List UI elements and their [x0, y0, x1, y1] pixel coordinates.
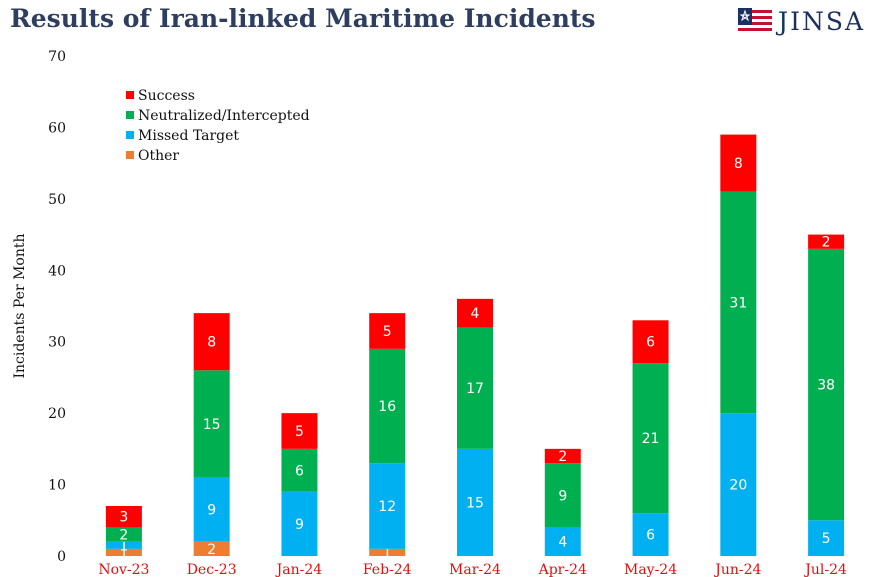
x-tick-label: Dec-23 [187, 562, 237, 577]
data-label: 1 [119, 538, 128, 554]
bar-segment [457, 298, 493, 328]
bar-segment [632, 320, 669, 364]
x-tick-label: Feb-24 [363, 562, 412, 577]
data-label: 6 [646, 335, 655, 351]
x-tick-label: Apr-24 [538, 562, 587, 577]
bar-segment [281, 491, 318, 556]
legend-swatch [126, 91, 134, 99]
legend-swatch [126, 131, 134, 139]
x-tick-label: Jun-24 [713, 562, 761, 577]
bar-segment [105, 506, 142, 528]
x-tick-label: May-24 [624, 562, 677, 577]
page-title: Results of Iran-linked Maritime Incident… [10, 4, 596, 33]
legend-label: Neutralized/Intercepted [138, 108, 310, 124]
bar-segment [632, 363, 669, 514]
data-label: 2 [822, 235, 831, 251]
data-label: 2 [119, 528, 128, 544]
bar-segment [720, 134, 757, 192]
y-tick-label: 70 [48, 49, 66, 65]
data-label: 4 [558, 535, 567, 551]
bar-segment [544, 448, 581, 464]
bar-segment [105, 541, 142, 549]
bar-segment [720, 413, 757, 556]
data-label: 21 [642, 431, 660, 447]
bar-segment [369, 463, 406, 549]
bar-segment [808, 248, 845, 521]
x-tick-label: Nov-23 [98, 562, 149, 577]
x-tick-label: Jan-24 [275, 562, 323, 577]
legend-swatch [126, 151, 134, 159]
legend-label: Other [138, 148, 179, 164]
bar-segment [105, 548, 142, 556]
data-label: 12 [378, 499, 396, 515]
legend-swatch [126, 111, 134, 119]
data-label: 8 [734, 156, 743, 172]
y-tick-label: 30 [48, 335, 66, 351]
y-tick-label: 0 [57, 549, 66, 565]
bar-segment [193, 370, 230, 478]
data-label: 4 [471, 306, 480, 322]
bar-segment [369, 548, 406, 556]
data-label: 1 [119, 545, 128, 561]
bar-segment [281, 448, 318, 492]
data-label: 3 [119, 510, 128, 526]
y-tick-label: 60 [48, 120, 66, 136]
data-label: 9 [558, 488, 567, 504]
bar-segment [369, 348, 406, 464]
bar-segment [457, 448, 493, 556]
data-label: 15 [466, 495, 484, 511]
bar-segment [105, 527, 142, 542]
data-label: 9 [295, 517, 304, 533]
bar-segment [281, 413, 318, 449]
data-label: 20 [729, 478, 747, 494]
y-tick-label: 50 [48, 192, 66, 208]
data-label: 6 [295, 463, 304, 479]
data-label: 5 [383, 324, 392, 340]
flag-star-icon [738, 8, 773, 34]
bar-segment [369, 313, 406, 349]
bar-segment [632, 513, 669, 556]
data-label: 2 [558, 449, 567, 465]
bar-segment [720, 191, 757, 414]
data-label: 8 [207, 335, 216, 351]
bar-segment [193, 541, 230, 556]
bar-segment [544, 527, 581, 556]
y-axis-title: Incidents Per Month [12, 233, 28, 378]
bar-segment [457, 327, 493, 449]
y-tick-label: 20 [48, 406, 66, 422]
data-label: 15 [203, 417, 221, 433]
y-tick-label: 10 [48, 478, 66, 494]
logo-text: JINSA [778, 6, 865, 36]
bar-segment [193, 313, 230, 371]
x-tick-label: Mar-24 [449, 562, 501, 577]
data-label: 1 [383, 545, 392, 561]
legend-label: Success [138, 88, 195, 104]
data-label: 17 [466, 381, 484, 397]
logo: JINSA [738, 6, 865, 36]
data-label: 5 [822, 531, 831, 547]
data-label: 9 [207, 503, 216, 519]
bar-segment [544, 463, 581, 528]
bar-segment [193, 477, 230, 542]
y-tick-label: 40 [48, 263, 66, 279]
x-tick-label: Jul-24 [803, 562, 847, 577]
data-label: 38 [817, 378, 835, 394]
legend-label: Missed Target [138, 128, 239, 144]
data-label: 5 [295, 424, 304, 440]
bar-segment [808, 234, 845, 249]
bar-segment [808, 520, 845, 556]
data-label: 31 [729, 295, 747, 311]
data-label: 6 [646, 528, 655, 544]
data-label: 2 [207, 542, 216, 558]
data-label: 16 [378, 399, 396, 415]
